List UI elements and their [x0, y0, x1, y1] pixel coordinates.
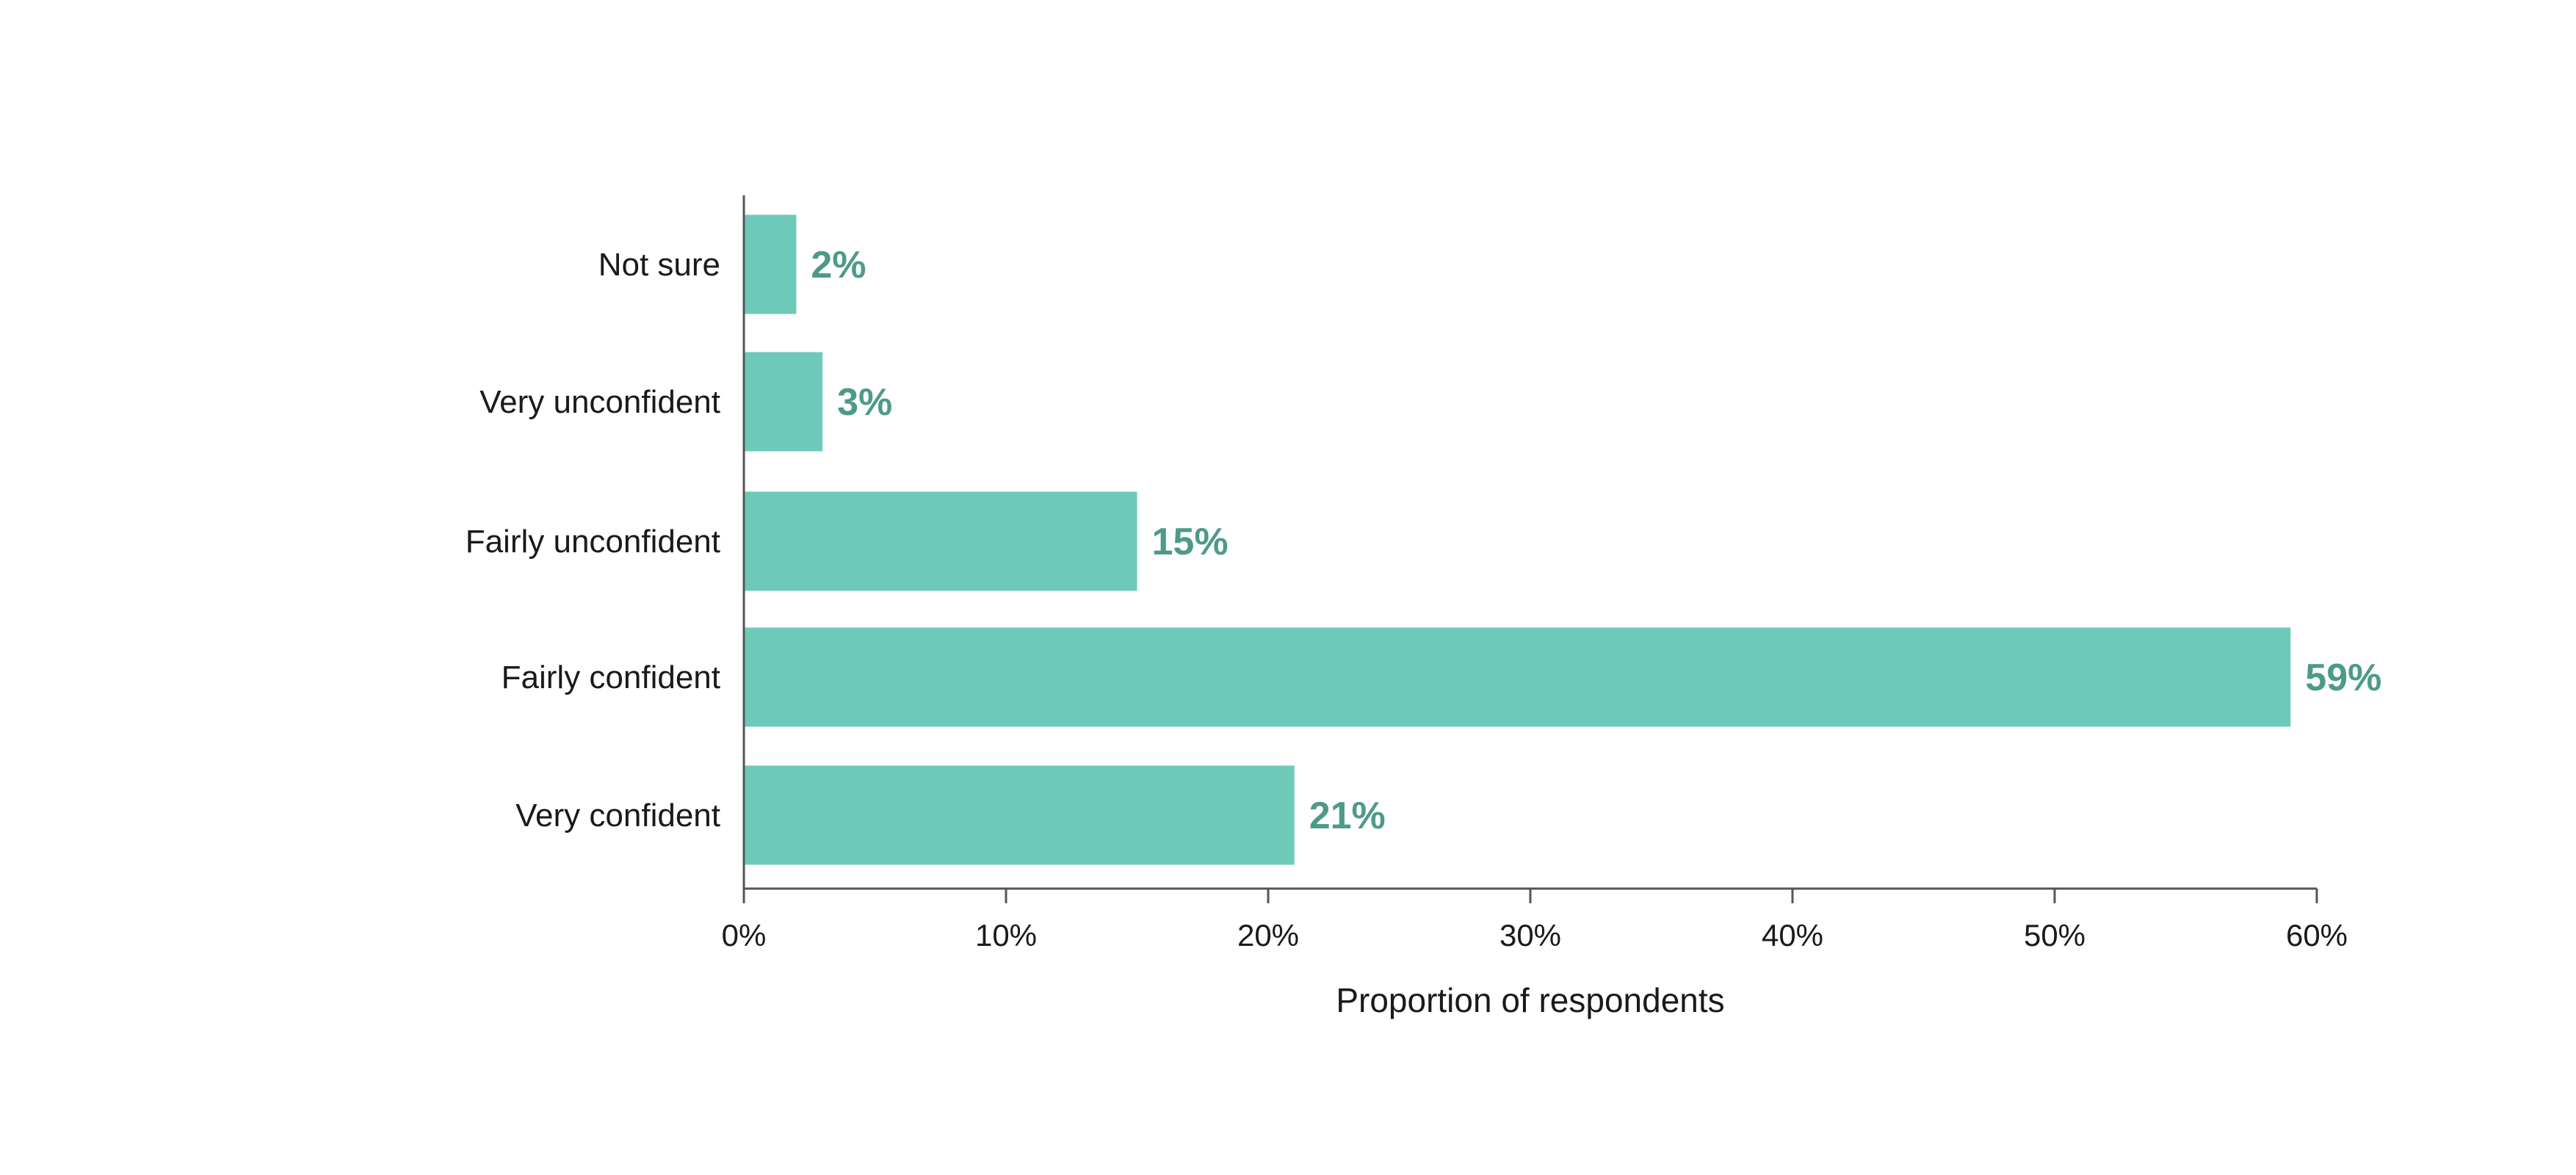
- x-tick-label-60: 60%: [2286, 918, 2348, 952]
- data-label-fairly-unconfident: 15%: [1152, 521, 1229, 563]
- data-label-not-sure: 2%: [811, 244, 866, 286]
- category-label-not-sure: Not sure: [598, 247, 720, 283]
- category-label-fairly-confident: Fairly confident: [502, 659, 720, 695]
- data-label-very-unconfident: 3%: [837, 381, 892, 424]
- category-label-fairly-unconfident: Fairly unconfident: [466, 524, 720, 560]
- data-label-very-confident: 21%: [1309, 795, 1386, 837]
- axes-layer: 0% 10% 20% 30% 40% 50% 60%: [722, 195, 2348, 952]
- bar-fairly-confident: [744, 627, 2291, 727]
- bar-fairly-unconfident: [744, 491, 1137, 591]
- bar-not-sure: [744, 214, 797, 314]
- category-label-very-unconfident: Very unconfident: [480, 384, 720, 420]
- x-tick-label-40: 40%: [1762, 918, 1823, 952]
- labels-layer: Not sure 2% Very unconfident 3% Fairly uncon…: [466, 244, 2382, 837]
- x-tick-label-10: 10%: [975, 918, 1037, 952]
- bars-layer: [744, 214, 2291, 865]
- x-tick-label-30: 30%: [1499, 918, 1561, 952]
- bar-very-unconfident: [744, 352, 823, 452]
- bar-very-confident: [744, 765, 1295, 865]
- category-label-very-confident: Very confident: [515, 798, 720, 834]
- data-label-fairly-confident: 59%: [2305, 657, 2381, 699]
- x-tick-label-20: 20%: [1237, 918, 1299, 952]
- x-tick-label-0: 0%: [722, 918, 767, 952]
- x-tick-label-50: 50%: [2024, 918, 2085, 952]
- x-axis-title: Proportion of respondents: [1336, 981, 1724, 1019]
